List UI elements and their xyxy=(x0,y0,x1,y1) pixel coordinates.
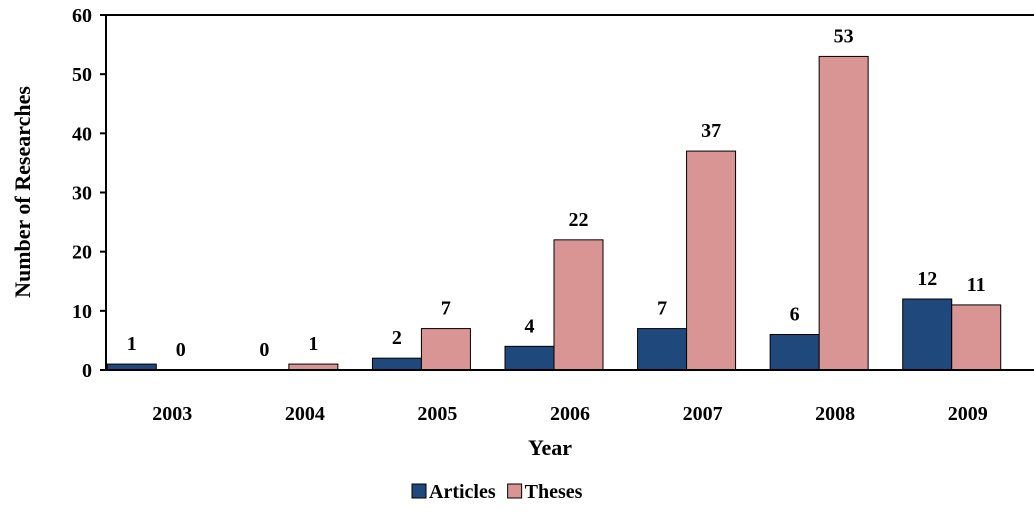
y-tick-label: 30 xyxy=(72,183,92,205)
y-tick-label: 40 xyxy=(72,123,92,145)
data-label: 37 xyxy=(701,120,721,142)
data-label: 1 xyxy=(127,333,137,355)
data-label: 7 xyxy=(657,298,667,320)
x-tick-label: 2008 xyxy=(815,403,855,425)
x-tick-label: 2005 xyxy=(417,403,457,425)
bar xyxy=(420,328,471,371)
x-axis-label: Year xyxy=(528,435,572,460)
legend-label: Articles xyxy=(429,481,496,503)
x-tick-label: 2007 xyxy=(683,403,723,425)
bar xyxy=(371,357,422,371)
legend-label: Theses xyxy=(525,481,583,503)
data-label: 53 xyxy=(834,25,854,47)
y-tick-label: 10 xyxy=(72,301,92,323)
legend-swatch xyxy=(411,483,427,499)
x-tick-label: 2009 xyxy=(948,403,988,425)
x-tick-label: 2004 xyxy=(285,403,325,425)
x-tick-label: 2006 xyxy=(550,403,590,425)
y-tick-label: 20 xyxy=(72,242,92,264)
legend-swatch xyxy=(507,483,523,499)
data-label: 4 xyxy=(525,315,535,337)
data-label: 2 xyxy=(392,327,402,349)
bar xyxy=(553,239,604,371)
bar xyxy=(686,150,737,371)
data-label: 7 xyxy=(441,298,451,320)
y-tick-label: 0 xyxy=(82,360,92,382)
y-axis-label: Number of Researches xyxy=(10,86,35,298)
data-label: 12 xyxy=(917,268,937,290)
bar xyxy=(504,345,555,371)
y-tick-label: 60 xyxy=(72,5,92,27)
bar xyxy=(818,55,869,371)
bar xyxy=(637,328,688,371)
data-label: 11 xyxy=(967,274,986,296)
x-tick-label: 2003 xyxy=(152,403,192,425)
data-label: 1 xyxy=(308,333,318,355)
bar xyxy=(902,298,953,371)
bar xyxy=(951,304,1002,371)
data-label: 0 xyxy=(176,339,186,361)
y-tick-label: 50 xyxy=(72,64,92,86)
data-label: 22 xyxy=(569,209,589,231)
data-label: 0 xyxy=(259,339,269,361)
bar xyxy=(769,334,820,371)
data-label: 6 xyxy=(790,304,800,326)
